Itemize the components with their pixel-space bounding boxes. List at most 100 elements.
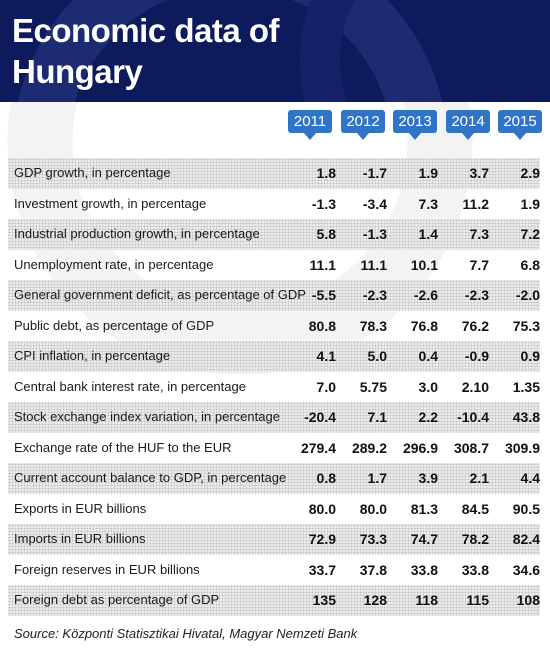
cell-2015: 82.4 <box>512 531 540 547</box>
cell-2011: -5.5 <box>311 287 336 303</box>
row-label: GDP growth, in percentage <box>14 165 171 180</box>
cell-2012: -1.7 <box>362 165 387 181</box>
cell-2015: 4.4 <box>520 470 540 486</box>
row-label: Foreign reserves in EUR billions <box>14 561 200 577</box>
year-tag-2015: 2015 <box>498 110 542 140</box>
cell-2014: 78.2 <box>461 531 489 547</box>
table-row: Stock exchange index variation, in perce… <box>8 402 540 433</box>
table-row: Central bank interest rate, in percentag… <box>8 372 540 403</box>
cell-2014: -2.3 <box>464 287 489 303</box>
source-note: Source: Központi Statisztikai Hivatal, M… <box>14 626 358 641</box>
cell-2015: 90.5 <box>512 500 540 517</box>
cell-2012: -1.3 <box>362 226 387 242</box>
cell-2015: 43.8 <box>512 409 540 425</box>
cell-2015: 75.3 <box>512 317 540 334</box>
cell-2015: 1.9 <box>520 195 540 212</box>
row-label: Current account balance to GDP, in perce… <box>14 470 287 485</box>
table-row: General government deficit, as percentag… <box>8 280 540 311</box>
cell-2011: 135 <box>312 592 336 608</box>
cell-2013: 10.1 <box>410 256 438 273</box>
row-label: Exchange rate of the HUF to the EUR <box>14 439 232 455</box>
cell-2012: -2.3 <box>362 287 387 303</box>
cell-2012: 80.0 <box>359 500 387 517</box>
year-tag-2011: 2011 <box>288 110 332 140</box>
cell-2011: 80.8 <box>308 317 336 334</box>
data-table: GDP growth, in percentage 1.8 -1.7 1.9 3… <box>8 158 540 616</box>
cell-2011: 80.0 <box>308 500 336 517</box>
header-banner: Economic data of Hungary <box>0 0 550 102</box>
cell-2015: 309.9 <box>504 439 540 456</box>
cell-2013: 2.2 <box>418 409 438 425</box>
row-label: Foreign debt as percentage of GDP <box>14 592 220 607</box>
cell-2012: 289.2 <box>351 439 387 456</box>
cell-2013: 0.4 <box>418 348 438 364</box>
cell-2013: 1.4 <box>418 226 438 242</box>
cell-2012: 7.1 <box>367 409 387 425</box>
cell-2015: 1.35 <box>512 378 540 395</box>
cell-2012: 73.3 <box>359 531 387 547</box>
table-row: GDP growth, in percentage 1.8 -1.7 1.9 3… <box>8 158 540 189</box>
row-label: Public debt, as percentage of GDP <box>14 317 215 333</box>
cell-2013: 81.3 <box>410 500 438 517</box>
table-row: CPI inflation, in percentage 4.1 5.0 0.4… <box>8 341 540 372</box>
table-row: Investment growth, in percentage -1.3 -3… <box>8 189 540 220</box>
cell-2011: 11.1 <box>309 256 336 273</box>
cell-2011: 33.7 <box>308 561 336 578</box>
year-tag-2012: 2012 <box>341 110 385 140</box>
cell-2015: 0.9 <box>520 348 540 364</box>
cell-2011: 5.8 <box>316 226 336 242</box>
year-header: 2011 2012 2013 2014 2015 <box>0 110 550 142</box>
cell-2013: 3.0 <box>418 378 438 395</box>
cell-2013: 3.9 <box>418 470 438 486</box>
row-label: Central bank interest rate, in percentag… <box>14 378 246 394</box>
cell-2013: -2.6 <box>413 287 438 303</box>
table-row: Public debt, as percentage of GDP 80.8 7… <box>8 311 540 342</box>
title-line-2: Hungary <box>12 53 143 90</box>
row-label: Stock exchange index variation, in perce… <box>14 409 280 424</box>
row-label: CPI inflation, in percentage <box>14 348 171 363</box>
cell-2011: 279.4 <box>300 439 336 456</box>
table-row: Industrial production growth, in percent… <box>8 219 540 250</box>
table-row: Unemployment rate, in percentage 11.1 11… <box>8 250 540 281</box>
cell-2013: 296.9 <box>402 439 438 456</box>
header-decoration <box>17 0 443 102</box>
cell-2012: 5.75 <box>359 378 387 395</box>
cell-2012: 128 <box>363 592 387 608</box>
cell-2011: 72.9 <box>308 531 336 547</box>
cell-2012: 1.7 <box>367 470 387 486</box>
cell-2013: 76.8 <box>410 317 438 334</box>
cell-2015: 6.8 <box>520 256 540 273</box>
cell-2014: 3.7 <box>469 165 489 181</box>
cell-2013: 74.7 <box>410 531 438 547</box>
cell-2014: 2.1 <box>469 470 489 486</box>
table-row: Imports in EUR billions 72.9 73.3 74.7 7… <box>8 524 540 555</box>
table-row: Foreign reserves in EUR billions 33.7 37… <box>8 555 540 586</box>
table-row: Foreign debt as percentage of GDP 135 12… <box>8 585 540 616</box>
cell-2012: 37.8 <box>359 561 387 578</box>
cell-2014: -10.4 <box>457 409 489 425</box>
row-label: Unemployment rate, in percentage <box>14 256 214 272</box>
title-line-1: Economic data of <box>12 12 280 49</box>
cell-2014: 2.10 <box>461 378 489 395</box>
cell-2014: 7.7 <box>469 256 489 273</box>
table-row: Exports in EUR billions 80.0 80.0 81.3 8… <box>8 494 540 525</box>
cell-2014: 33.8 <box>461 561 489 578</box>
cell-2014: 308.7 <box>453 439 489 456</box>
year-tag-2014: 2014 <box>446 110 490 140</box>
cell-2015: 108 <box>516 592 540 608</box>
cell-2014: 7.3 <box>469 226 489 242</box>
cell-2014: 76.2 <box>461 317 489 334</box>
table-row: Current account balance to GDP, in perce… <box>8 463 540 494</box>
cell-2013: 7.3 <box>418 195 438 212</box>
cell-2011: 1.8 <box>316 165 336 181</box>
cell-2015: 2.9 <box>520 165 540 181</box>
row-label: General government deficit, as percentag… <box>14 287 306 302</box>
year-tag-2013: 2013 <box>393 110 437 140</box>
cell-2015: 7.2 <box>520 226 540 242</box>
cell-2011: 7.0 <box>316 378 336 395</box>
row-label: Imports in EUR billions <box>14 531 146 546</box>
table-row: Exchange rate of the HUF to the EUR 279.… <box>8 433 540 464</box>
row-label: Industrial production growth, in percent… <box>14 226 260 241</box>
row-label: Investment growth, in percentage <box>14 195 207 211</box>
row-label: Exports in EUR billions <box>14 500 147 516</box>
